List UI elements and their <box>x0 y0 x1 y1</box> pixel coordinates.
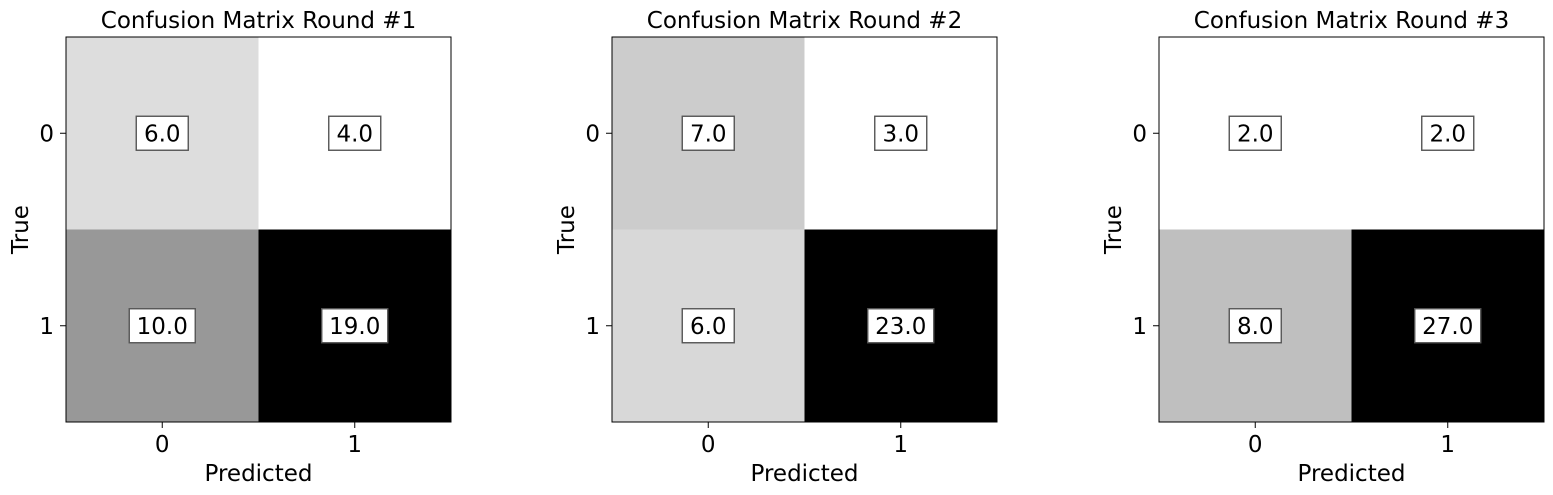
cell-value-box <box>1414 308 1482 344</box>
chart-title: Confusion Matrix Round #2 <box>647 8 962 34</box>
cell-value-text: 7.0 <box>690 121 727 147</box>
cell-value-box <box>1228 308 1282 344</box>
x-tick-label: 0 <box>1248 432 1263 458</box>
cell-value-box <box>135 115 189 151</box>
y-tick-label: 1 <box>585 314 600 340</box>
cell-value-label: 3.0 <box>874 115 928 151</box>
chart-title: Confusion Matrix Round #1 <box>101 8 416 34</box>
cell-value-box <box>328 115 382 151</box>
plot-frame <box>1158 36 1545 423</box>
chart-title: Confusion Matrix Round #3 <box>1194 8 1509 34</box>
plot-frame <box>65 36 452 423</box>
y-tick-label: 0 <box>1132 121 1147 147</box>
cell-value-box <box>681 308 735 344</box>
cell-value-box <box>867 308 935 344</box>
cell-value-label: 6.0 <box>681 308 735 344</box>
confusion-matrix-panel-3: Confusion Matrix Round #3 2.0 2.0 8.0 27.0 0 1… <box>1101 8 1545 487</box>
cell-value-text: 2.0 <box>1429 121 1466 147</box>
cell-value-label: 23.0 <box>867 308 935 344</box>
cell-value-text: 23.0 <box>875 314 926 340</box>
cell-value-text: 27.0 <box>1422 314 1473 340</box>
cell-value-label: 2.0 <box>1421 115 1475 151</box>
cell-value-box <box>1421 115 1475 151</box>
x-tick-label: 0 <box>701 432 716 458</box>
y-tick-label: 1 <box>1132 314 1147 340</box>
y-tick-label: 0 <box>585 121 600 147</box>
y-axis-label: True <box>8 205 34 255</box>
x-tick-label: 0 <box>155 432 170 458</box>
cell-value-label: 4.0 <box>328 115 382 151</box>
cell-value-label: 8.0 <box>1228 308 1282 344</box>
cell-value-text: 4.0 <box>336 121 373 147</box>
cell-value-box <box>321 308 389 344</box>
cell-value-box <box>128 308 196 344</box>
cell-value-text: 10.0 <box>137 314 188 340</box>
cell-value-text: 8.0 <box>1237 314 1274 340</box>
cell-value-label: 19.0 <box>321 308 389 344</box>
cell-value-label: 7.0 <box>681 115 735 151</box>
cell-value-label: 27.0 <box>1414 308 1482 344</box>
cell-value-text: 6.0 <box>690 314 727 340</box>
y-tick-label: 1 <box>39 314 54 340</box>
cell-value-text: 2.0 <box>1237 121 1274 147</box>
y-axis-label: True <box>554 205 580 255</box>
cell-value-box <box>1228 115 1282 151</box>
cell-value-text: 6.0 <box>144 121 181 147</box>
cell-value-box <box>681 115 735 151</box>
plot-frame <box>611 36 998 423</box>
x-axis-label: Predicted <box>1298 461 1406 487</box>
cell-value-text: 19.0 <box>329 314 380 340</box>
y-axis-label: True <box>1101 205 1127 255</box>
confusion-matrix-panel-1: Confusion Matrix Round #1 6.0 4.0 10.0 19.0 0… <box>8 8 452 487</box>
x-tick-label: 1 <box>347 432 362 458</box>
x-axis-label: Predicted <box>205 461 313 487</box>
x-tick-label: 1 <box>893 432 908 458</box>
x-tick-label: 1 <box>1440 432 1455 458</box>
cell-value-text: 3.0 <box>882 121 919 147</box>
cell-value-label: 10.0 <box>128 308 196 344</box>
cell-value-label: 2.0 <box>1228 115 1282 151</box>
cell-value-box <box>874 115 928 151</box>
cell-value-label: 6.0 <box>135 115 189 151</box>
y-tick-label: 0 <box>39 121 54 147</box>
confusion-matrix-panel-2: Confusion Matrix Round #2 7.0 3.0 6.0 23.0 0 1… <box>554 8 998 487</box>
x-axis-label: Predicted <box>751 461 859 487</box>
